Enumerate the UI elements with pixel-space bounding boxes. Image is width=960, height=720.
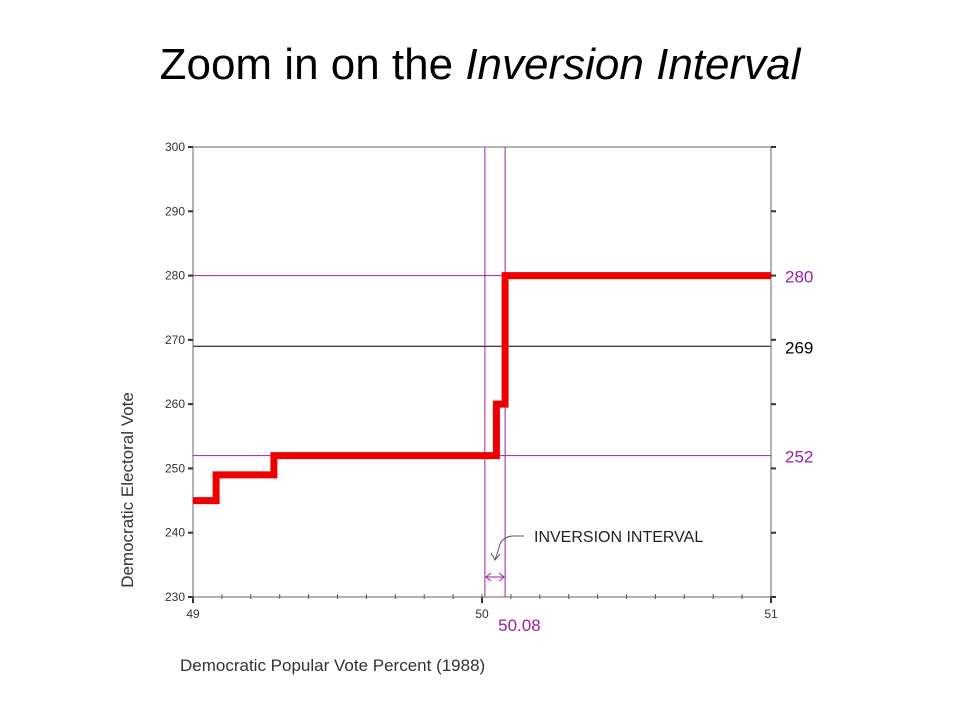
annotation-layer: INVERSION INTERVAL: [485, 529, 703, 582]
interval-arrow-right: [498, 572, 505, 582]
x-tick-label-49: 49: [186, 607, 200, 621]
hline-label-280: 280: [785, 268, 813, 287]
x-axis-label: Democratic Popular Vote Percent (1988): [180, 656, 485, 675]
y-tick-label-280: 280: [165, 269, 185, 283]
series-line-0: [193, 272, 771, 505]
y-tick-label-240: 240: [165, 526, 185, 540]
annotation-label: INVERSION INTERVAL: [534, 529, 703, 546]
annotation-pointer-head: [490, 552, 501, 561]
y-tick-label-260: 260: [165, 397, 185, 411]
y-axis-label: Democratic Electoral Vote: [118, 392, 137, 588]
axis-ticks: 230 240 250 260 270 280 290 300 49 50 51: [165, 140, 778, 621]
reference-lines: 280 269 252 50.08: [193, 147, 813, 635]
y-tick-label-290: 290: [165, 204, 185, 218]
y-tick-label-230: 230: [165, 590, 185, 604]
interval-arrow-left: [485, 572, 492, 582]
series-layer: [193, 272, 771, 505]
hline-label-252: 252: [785, 448, 813, 467]
annotation-pointer: [494, 535, 524, 561]
y-tick-label-300: 300: [165, 140, 185, 154]
vline-label-4: 50.08: [498, 616, 541, 635]
hline-label-269: 269: [785, 338, 813, 357]
slide-title-emphasis: Inversion Interval: [465, 40, 801, 89]
x-tick-label-51: 51: [764, 607, 778, 621]
y-tick-label-270: 270: [165, 333, 185, 347]
x-tick-label-50: 50: [475, 607, 489, 621]
slide-title: Zoom in on the Inversion Interval: [0, 40, 960, 90]
y-tick-label-250: 250: [165, 461, 185, 475]
slide-title-prefix: Zoom in on the: [159, 40, 466, 89]
